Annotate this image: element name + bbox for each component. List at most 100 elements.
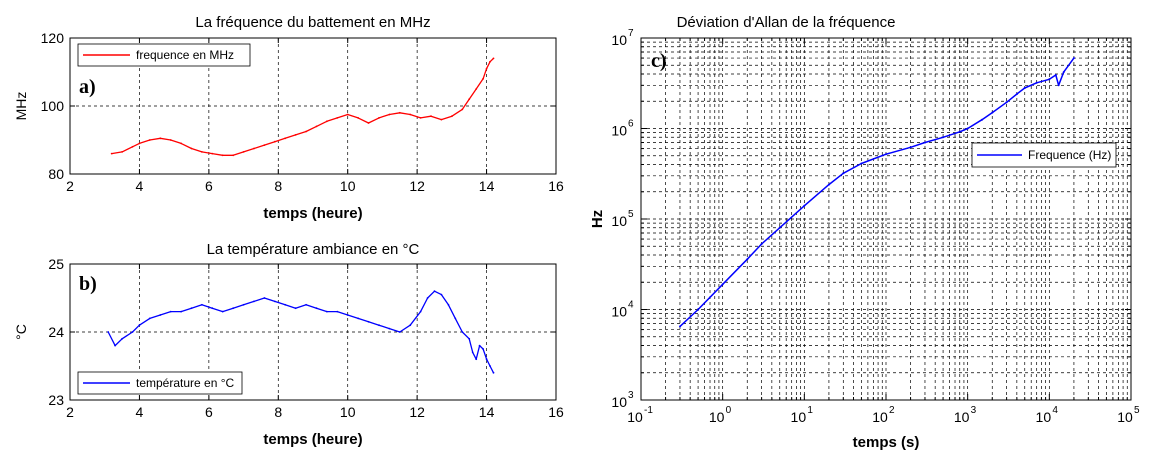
chart-a-data-point: [201, 151, 203, 153]
chart-b-legend: température en °C: [77, 371, 243, 395]
chart-a-legend-label: frequence en MHz: [136, 48, 234, 62]
chart-a-data-point: [148, 139, 151, 141]
chart-a-data-point: [221, 154, 224, 157]
chart-b-title: La température ambiance en °C: [207, 241, 420, 258]
chart-a-data-point: [409, 113, 412, 116]
chart-b-data-point: [232, 307, 235, 310]
chart-b-x-tick-label: 2: [66, 404, 74, 420]
chart-b-data-point: [357, 317, 359, 320]
chart-c-data-point: [721, 283, 724, 286]
chart-a-series: [110, 57, 495, 157]
chart-b-data-point: [169, 310, 172, 313]
chart-b-grid: [70, 264, 556, 400]
panel-c-allan-deviation-chart: Déviation d'Allan de la fréquence 10 -1 10…: [589, 14, 1140, 451]
chart-b-data-point: [426, 297, 429, 299]
chart-c-data-point: [981, 118, 983, 121]
chart-b-data-point: [336, 310, 339, 313]
chart-c-x-tick-exponent: 5: [1134, 405, 1140, 416]
chart-b-data-point: [326, 310, 328, 313]
chart-a-x-tick-label: 6: [205, 178, 213, 194]
chart-b-panel-tag: b): [79, 273, 97, 295]
chart-a-x-tick-label: 16: [548, 178, 564, 194]
chart-a-data-point: [367, 122, 370, 124]
chart-b-data-point: [131, 331, 134, 333]
chart-a-y-tick-label: 100: [41, 98, 65, 114]
chart-b-data-point: [107, 331, 110, 333]
chart-a-data-point: [451, 115, 453, 118]
chart-c-data-point: [924, 141, 926, 144]
chart-b-data-point: [263, 297, 266, 299]
chart-b-data-point: [148, 317, 151, 320]
chart-c-x-tick-base: 10: [1117, 409, 1133, 425]
chart-b-x-label: temps (heure): [263, 431, 362, 448]
chart-b-data-point: [419, 310, 422, 313]
chart-c-y-tick-base: 10: [611, 213, 627, 229]
chart-c-data-point: [778, 226, 781, 229]
chart-a-data-point: [121, 151, 123, 153]
chart-c-x-tick-base: 10: [709, 409, 725, 425]
chart-b-data-point: [242, 303, 245, 306]
chart-a-data-point: [110, 152, 113, 155]
chart-c-data-point: [746, 258, 749, 261]
chart-b-data-point: [440, 293, 443, 296]
chart-b-y-tick-label: 24: [48, 324, 64, 340]
chart-a-data-point: [190, 147, 193, 150]
chart-c-data-point: [1072, 57, 1075, 60]
chart-a-data-point: [378, 117, 380, 119]
chart-b-data-point: [284, 303, 287, 306]
chart-c-x-tick-exponent: 0: [726, 405, 732, 416]
chart-b-legend-label: température en °C: [136, 376, 235, 390]
chart-a-panel-tag: a): [79, 76, 96, 98]
chart-a-data-point: [159, 137, 162, 140]
chart-c-grid: [641, 38, 1131, 400]
chart-b-data-point: [471, 351, 474, 354]
chart-a-x-tick-label: 8: [274, 178, 282, 194]
chart-b-data-point: [367, 320, 370, 323]
chart-c-data-point: [827, 183, 830, 186]
chart-b-x-tick-label: 16: [548, 404, 564, 420]
chart-a-x-tick-label: 4: [136, 178, 144, 194]
chart-c-data-point: [1048, 78, 1051, 81]
chart-c-x-tick-exponent: 1: [807, 405, 813, 416]
panel-b-temperature-chart: La température ambiance en °C 2 4 6 8 10 12 14…: [13, 241, 564, 448]
chart-a-data-point: [253, 147, 255, 150]
chart-c-data-point: [909, 146, 912, 149]
chart-c-data-point: [1035, 81, 1038, 84]
chart-a-data-point: [242, 151, 245, 153]
chart-c-data-point: [966, 127, 969, 130]
chart-c-data-point: [1005, 101, 1008, 104]
chart-c-data-point: [697, 308, 700, 311]
chart-b-y-tick-label: 25: [48, 256, 64, 272]
chart-a-grid: [70, 38, 556, 174]
chart-c-x-tick-base: 10: [627, 409, 643, 425]
chart-c-x-tick-label: 10 4: [1036, 405, 1059, 425]
chart-c-data-point: [991, 111, 994, 114]
chart-c-y-tick-exponent: 3: [628, 390, 634, 401]
chart-c-data-point: [1057, 84, 1060, 87]
chart-a-legend: frequence en MHz: [77, 43, 251, 67]
chart-b-data-point: [454, 317, 457, 320]
chart-b-data-point: [409, 324, 412, 327]
chart-c-x-tick-label: 10 1: [791, 405, 814, 425]
chart-a-data-point: [468, 98, 471, 101]
chart-b-data-point: [388, 327, 391, 330]
chart-c-x-tick-base: 10: [954, 409, 970, 425]
chart-c-y-tick-base: 10: [611, 123, 627, 139]
chart-c-x-tick-label: 10 2: [872, 405, 895, 425]
chart-b-x-ticks: 2 4 6 8 10 12 14 16: [66, 264, 564, 420]
chart-c-y-tick-label: 10 5: [611, 209, 634, 229]
chart-c-x-tick-base: 10: [872, 409, 888, 425]
chart-c-x-tick-base: 10: [1036, 409, 1052, 425]
chart-c-x-tick-label: 10 5: [1117, 405, 1140, 425]
chart-c-data-point: [1062, 71, 1065, 74]
chart-c-y-tick-label: 10 6: [611, 119, 634, 139]
chart-c-x-tick-label: 10 3: [954, 405, 977, 425]
chart-b-y-ticks: 23 24 25: [48, 256, 556, 408]
chart-c-y-label: Hz: [589, 210, 606, 228]
chart-c-x-tick-exponent: 4: [1052, 405, 1058, 416]
chart-b-data-point: [211, 307, 214, 310]
chart-a-x-ticks: 2 4 6 8 10 12 14 16: [66, 38, 564, 194]
chart-b-data-point: [138, 324, 141, 327]
chart-a-data-point: [138, 142, 141, 145]
chart-a-data-point: [315, 125, 318, 128]
